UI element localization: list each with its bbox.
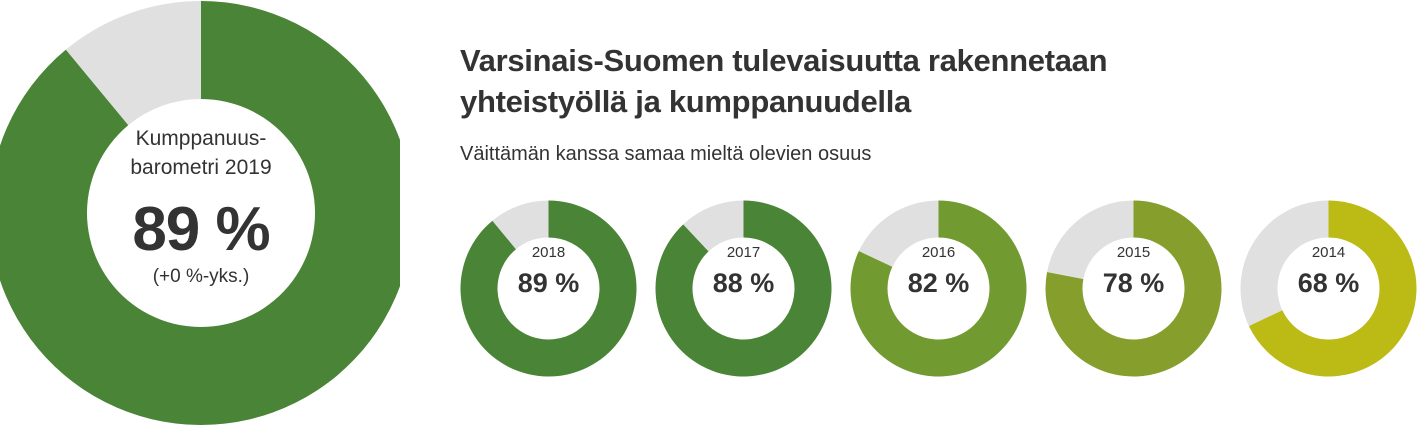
- donut-2016-year-label: 2016: [921, 244, 956, 261]
- donut-2016-remainder-arc: [858, 200, 939, 267]
- donut-2016-value-label: 82 %: [907, 268, 970, 298]
- donut-2016: 2016 82 %: [850, 200, 1027, 377]
- main-metric-value: 89 %: [132, 195, 270, 264]
- donut-2018-value-arc: [460, 200, 637, 377]
- donut-2015-chart: [1045, 200, 1222, 377]
- donut-2017-year-label: 2017: [726, 244, 761, 261]
- main-donut-remainder-arc: [65, 1, 201, 126]
- donut-2015-year-label: 2015: [1116, 244, 1151, 261]
- donut-2014-value-arc: [1248, 200, 1417, 377]
- donut-2017-value-label: 88 %: [712, 268, 775, 298]
- donut-2015-remainder-arc: [1047, 200, 1134, 279]
- chart-subtitle: Väittämän kanssa samaa mieltä olevien os…: [460, 143, 872, 165]
- donut-2015-value-label: 78 %: [1102, 268, 1165, 298]
- donut-2017-remainder-arc: [683, 200, 744, 252]
- donut-2014-year-label: 2014: [1311, 244, 1346, 261]
- donut-2018-value-label: 89 %: [517, 268, 580, 298]
- main-metric-label: Kumppanuus- barometri 2019: [86, 124, 316, 182]
- chart-title-line2: yhteistyöllä ja kumppanuudella: [460, 84, 911, 119]
- donut-2018: 2018 89 %: [460, 200, 637, 377]
- donut-2014-remainder-arc: [1240, 200, 1329, 326]
- donut-2016-chart: [850, 200, 1027, 377]
- main-metric-label-line1: Kumppanuus-: [135, 127, 267, 150]
- donut-2018-chart: [460, 200, 637, 377]
- donut-2018-year-label: 2018: [531, 244, 566, 261]
- main-donut-chart: [0, 1, 400, 425]
- chart-title-line1: Varsinais-Suomen tulevaisuutta rakenneta…: [460, 43, 1108, 78]
- chart-title: Varsinais-Suomen tulevaisuutta rakenneta…: [460, 40, 1400, 122]
- donut-2018-remainder-arc: [492, 200, 549, 250]
- donut-2014-value-label: 68 %: [1297, 268, 1360, 298]
- main-metric-label-line2: barometri 2019: [130, 156, 272, 179]
- donut-2017-chart: [655, 200, 832, 377]
- donut-2015: 2015 78 %: [1045, 200, 1222, 377]
- donut-2016-value-arc: [850, 200, 1027, 377]
- main-metric-change: (+0 %-yks.): [152, 266, 250, 287]
- donut-2017-value-arc: [655, 200, 832, 377]
- donut-2014: 2014 68 %: [1240, 200, 1417, 377]
- donut-2015-value-arc: [1045, 200, 1222, 377]
- main-donut-center: Kumppanuus- barometri 2019 89 % (+0 %-yk…: [86, 100, 316, 330]
- donut-2017: 2017 88 %: [655, 200, 832, 377]
- main-donut-value-arc: [0, 1, 400, 425]
- donut-2014-chart: [1240, 200, 1417, 377]
